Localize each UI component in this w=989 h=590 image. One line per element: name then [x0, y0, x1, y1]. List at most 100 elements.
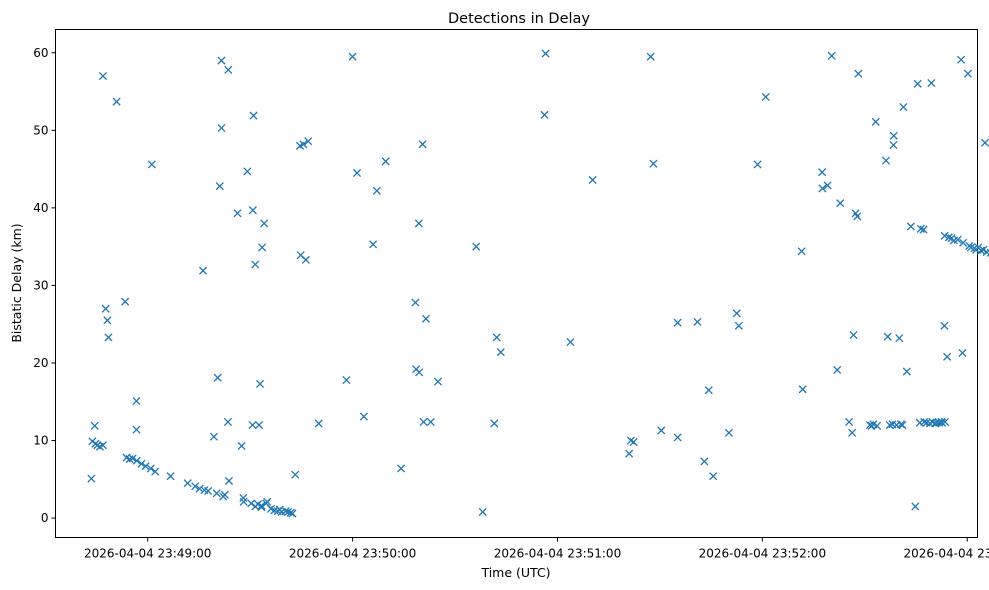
data-point: [881, 156, 891, 165]
data-point: [359, 412, 368, 421]
y-tick-label: 40: [33, 201, 48, 215]
data-point: [141, 462, 150, 471]
data-point: [916, 224, 925, 233]
data-point: [260, 219, 269, 228]
data-point: [823, 181, 832, 190]
y-tick-label: 10: [33, 434, 48, 448]
data-point: [588, 175, 597, 185]
data-point: [342, 375, 351, 385]
data-point: [913, 79, 922, 88]
data-point: [204, 486, 213, 496]
data-point: [125, 455, 134, 464]
data-point: [732, 309, 741, 318]
data-point: [128, 454, 137, 463]
data-point: [853, 212, 862, 221]
data-point: [286, 508, 295, 517]
data-point: [90, 421, 99, 430]
data-point: [937, 418, 947, 427]
data-point: [943, 352, 952, 361]
data-point: [132, 456, 141, 465]
data-point: [352, 168, 362, 178]
data-point: [657, 426, 666, 435]
data-point: [254, 420, 264, 430]
data-point: [166, 472, 175, 481]
data-point: [151, 467, 160, 476]
data-point: [871, 117, 880, 126]
data-point: [426, 417, 435, 426]
data-point: [848, 428, 857, 437]
data-point: [418, 140, 427, 149]
data-point: [798, 385, 807, 394]
y-tick-label: 50: [33, 123, 48, 137]
data-point: [121, 297, 130, 306]
data-point: [237, 441, 246, 451]
data-point: [104, 333, 113, 342]
data-point: [944, 233, 953, 242]
data-point: [183, 479, 192, 488]
data-point: [899, 102, 908, 112]
data-point: [224, 65, 233, 74]
y-tick-label: 0: [41, 511, 49, 525]
data-point: [889, 131, 898, 140]
data-point: [258, 243, 267, 252]
data-point: [885, 420, 894, 430]
data-point: [836, 199, 845, 208]
data-point: [433, 377, 443, 386]
data-point: [255, 379, 265, 388]
data-point: [958, 348, 967, 357]
data-point: [212, 489, 221, 498]
data-point: [397, 464, 406, 473]
data-point: [195, 484, 204, 493]
data-point: [478, 507, 487, 516]
data-point: [849, 331, 858, 340]
y-tick-label: 30: [33, 278, 48, 292]
data-point: [283, 507, 293, 516]
data-point: [243, 167, 252, 176]
y-axis-label: Bistatic Delay (km): [9, 223, 24, 342]
data-point: [953, 235, 962, 244]
data-point: [372, 186, 381, 195]
data-point: [263, 497, 272, 506]
data-point: [496, 348, 505, 357]
data-point: [247, 499, 256, 508]
data-point: [920, 417, 929, 426]
data-point: [629, 438, 638, 447]
data-point: [132, 396, 141, 406]
data-point: [541, 49, 550, 58]
x-tick-label: 2026-04-04 23:49:00: [84, 547, 211, 561]
y-tick-label: 20: [33, 356, 48, 370]
data-point: [209, 432, 219, 441]
data-point: [986, 248, 989, 257]
data-point: [98, 441, 108, 450]
data-point: [248, 206, 257, 215]
data-point: [281, 507, 290, 516]
data-point: [911, 502, 920, 511]
data-point: [818, 184, 827, 193]
data-point: [979, 245, 988, 254]
data-point: [625, 449, 634, 458]
plot-area: [55, 29, 978, 538]
data-point: [827, 51, 836, 60]
data-point: [348, 52, 357, 61]
data-point: [957, 55, 966, 64]
data-point: [919, 225, 928, 234]
data-point: [304, 137, 313, 146]
data-point: [883, 332, 892, 341]
x-tick-label: 2026-04-04 23:53:00: [904, 547, 989, 561]
data-point: [87, 474, 96, 483]
data-point: [198, 266, 208, 275]
data-point: [761, 92, 770, 102]
data-point: [288, 509, 297, 518]
data-point: [103, 316, 112, 325]
data-point: [217, 56, 226, 65]
y-tick-label: 60: [33, 46, 48, 60]
x-axis: 2026-04-04 23:49:00 2026-04-04 23:50:00 20…: [84, 537, 989, 561]
data-point: [673, 318, 682, 327]
data-point: [492, 333, 501, 342]
data-point: [927, 78, 936, 88]
data-point: [753, 160, 762, 169]
data-point: [734, 321, 743, 330]
data-point: [112, 97, 121, 106]
x-tick-label: 2026-04-04 23:50:00: [289, 547, 416, 561]
